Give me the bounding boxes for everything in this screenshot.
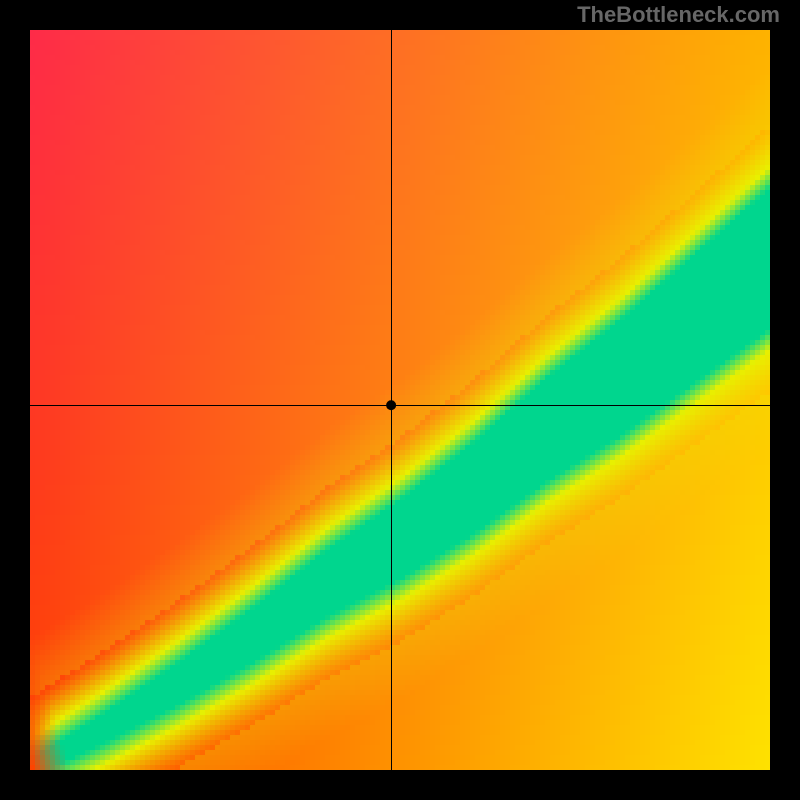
crosshair-overlay [30,30,770,770]
chart-frame: TheBottleneck.com [0,0,800,800]
watermark-text: TheBottleneck.com [577,2,780,28]
heatmap-plot [30,30,770,770]
